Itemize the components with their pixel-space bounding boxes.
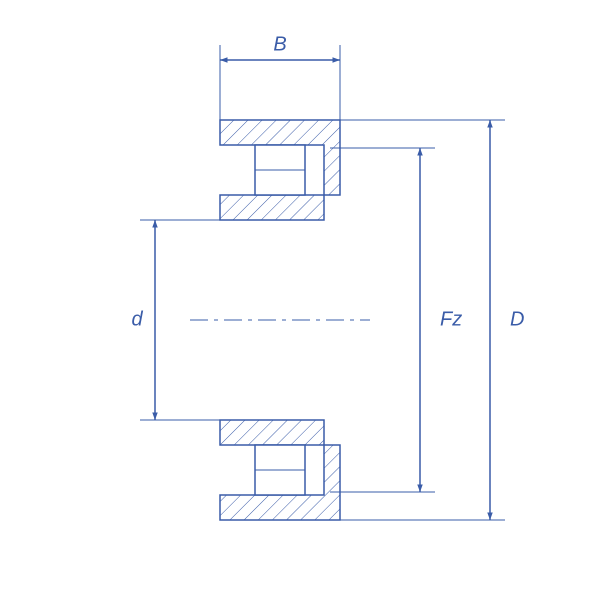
svg-text:B: B	[273, 33, 286, 55]
bearing-cross-section-diagram: Bd Fz D	[0, 0, 600, 600]
svg-text:d: d	[131, 308, 143, 330]
svg-text:Fz: Fz	[440, 308, 462, 330]
svg-text:D: D	[510, 308, 524, 330]
